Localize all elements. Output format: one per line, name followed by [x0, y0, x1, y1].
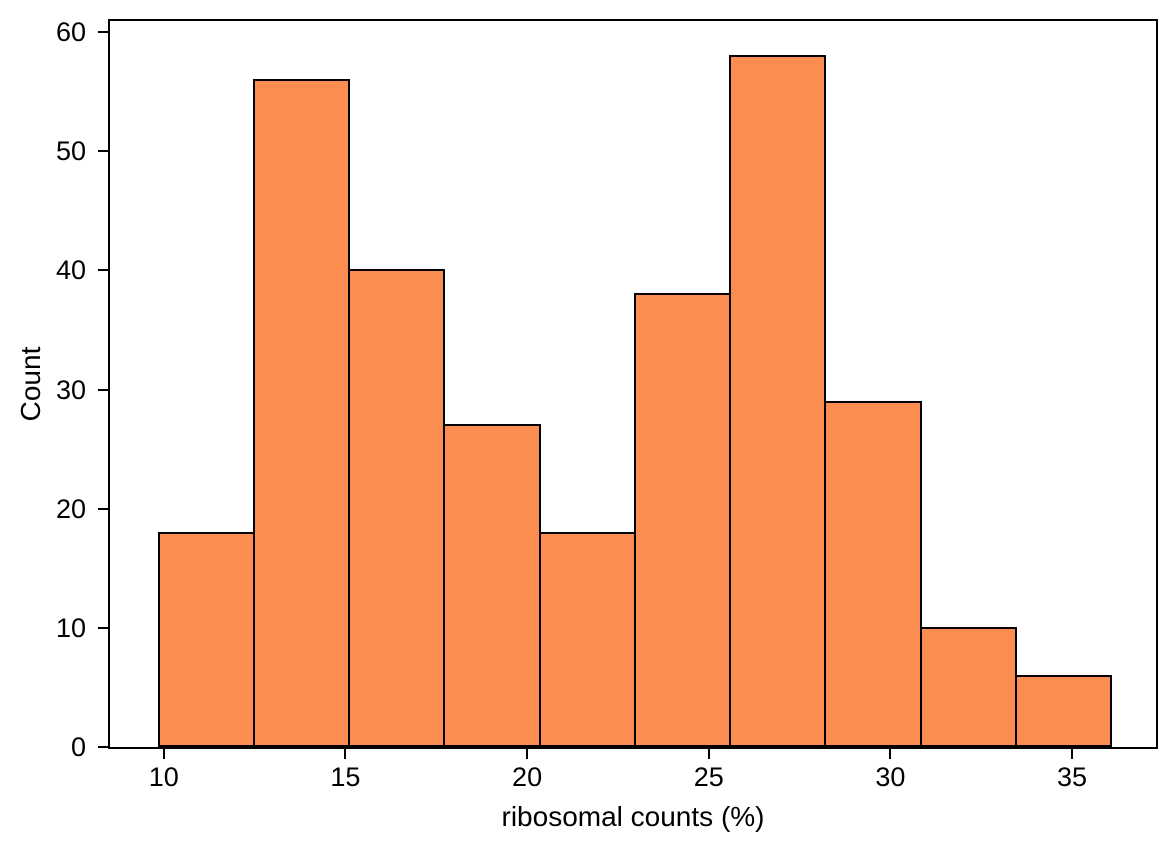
x-tick-label: 30 — [875, 762, 906, 792]
histogram-bar — [1014, 674, 1112, 747]
histogram-bar — [633, 293, 732, 747]
y-tick-label: 40 — [55, 255, 86, 286]
y-tick-label: 30 — [55, 374, 86, 405]
y-tick-label: 0 — [70, 732, 86, 762]
histogram-bar — [348, 269, 446, 747]
y-tick-label: 60 — [55, 17, 86, 48]
x-tick-label: 15 — [330, 762, 361, 792]
histogram-bar — [157, 531, 255, 747]
y-tick-label: 50 — [55, 136, 86, 167]
plot-area: 10 15 20 25 30 35 0 10 20 30 40 50 60 — [56, 18, 1158, 791]
y-tick-label: 10 — [55, 612, 86, 643]
y-tick — [98, 31, 108, 34]
y-tick — [98, 269, 108, 272]
x-tick-label: 25 — [693, 762, 724, 792]
x-tick — [162, 749, 165, 759]
x-tick — [1071, 749, 1074, 759]
x-tick-label: 10 — [148, 762, 179, 792]
x-tick-label: 35 — [1057, 762, 1088, 792]
y-axis-label: Count — [15, 346, 46, 422]
x-tick-label: 20 — [512, 762, 543, 792]
y-tick — [98, 746, 108, 748]
histogram-bar — [443, 424, 541, 747]
y-tick — [98, 507, 108, 510]
x-tick — [707, 749, 710, 759]
x-tick — [344, 749, 347, 759]
histogram-bar — [919, 626, 1017, 747]
histogram-bar — [252, 78, 351, 747]
x-tick — [526, 749, 529, 759]
y-tick-label: 20 — [55, 493, 86, 524]
y-tick — [98, 626, 108, 629]
histogram-bar — [729, 55, 827, 747]
y-tick — [98, 150, 108, 153]
x-axis-label: ribosomal counts (%) — [501, 801, 765, 832]
y-tick — [98, 388, 108, 391]
histogram-bar — [824, 400, 922, 747]
histogram-bar — [538, 531, 636, 747]
x-tick — [889, 749, 892, 759]
